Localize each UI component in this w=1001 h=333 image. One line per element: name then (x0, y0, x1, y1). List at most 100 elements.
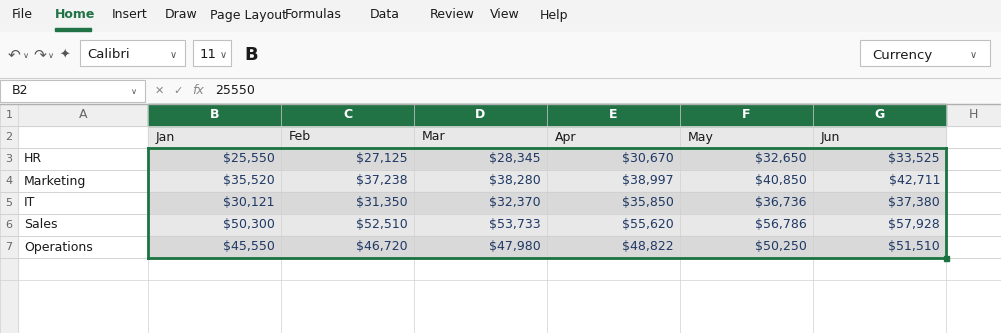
Text: Draw: Draw (165, 9, 198, 22)
Bar (148, 214, 946, 236)
Text: ∨: ∨ (970, 50, 977, 60)
Bar (148, 148, 946, 170)
Text: HR: HR (24, 153, 42, 166)
Bar (148, 192, 946, 214)
Text: $52,510: $52,510 (356, 218, 408, 231)
Text: Marketing: Marketing (24, 174, 86, 187)
Text: $35,520: $35,520 (223, 174, 275, 187)
Text: Mar: Mar (422, 131, 445, 144)
Text: $50,250: $50,250 (755, 240, 807, 253)
Text: $32,650: $32,650 (756, 153, 807, 166)
Bar (860, 40, 990, 66)
Text: 3: 3 (5, 154, 12, 164)
Text: 11: 11 (200, 49, 217, 62)
Text: $45,550: $45,550 (223, 240, 275, 253)
Text: $57,928: $57,928 (888, 218, 940, 231)
Text: Sales: Sales (24, 218, 57, 231)
Text: Review: Review (430, 9, 474, 22)
Text: ∨: ∨ (170, 50, 177, 60)
Text: 6: 6 (5, 220, 12, 230)
Text: IT: IT (24, 196, 35, 209)
Text: Home: Home (55, 9, 95, 22)
Text: ✕: ✕ (155, 86, 164, 96)
Text: $56,786: $56,786 (755, 218, 807, 231)
Text: 4: 4 (5, 176, 13, 186)
Text: $36,736: $36,736 (756, 196, 807, 209)
Text: ∨: ∨ (23, 51, 29, 60)
Text: 25550: 25550 (215, 85, 255, 98)
Text: B2: B2 (12, 85, 28, 98)
Bar (0, 104, 1001, 333)
Text: Apr: Apr (555, 131, 577, 144)
Text: $48,822: $48,822 (623, 240, 674, 253)
Bar (80, 40, 185, 66)
Bar (0, 104, 1001, 126)
Text: D: D (475, 109, 485, 122)
Text: Operations: Operations (24, 240, 93, 253)
Text: ✦: ✦ (60, 49, 70, 62)
Text: $46,720: $46,720 (356, 240, 408, 253)
Text: 7: 7 (5, 242, 13, 252)
Text: B: B (244, 46, 257, 64)
Text: $53,733: $53,733 (489, 218, 541, 231)
Bar (0, 80, 145, 102)
Text: ✓: ✓ (173, 86, 182, 96)
Text: Help: Help (540, 9, 569, 22)
Text: A: A (79, 109, 87, 122)
Text: ∨: ∨ (220, 50, 227, 60)
Bar (148, 236, 946, 258)
Text: $30,670: $30,670 (623, 153, 674, 166)
Bar (0, 0, 1001, 32)
Bar (148, 104, 946, 126)
Text: Jan: Jan (156, 131, 175, 144)
Text: $32,370: $32,370 (489, 196, 541, 209)
Text: Data: Data (370, 9, 400, 22)
Text: $51,510: $51,510 (888, 240, 940, 253)
Text: $37,238: $37,238 (356, 174, 408, 187)
Text: $31,350: $31,350 (356, 196, 408, 209)
Bar (944, 255, 949, 260)
Text: $27,125: $27,125 (356, 153, 408, 166)
Text: Page Layout: Page Layout (210, 9, 287, 22)
Bar (0, 104, 18, 333)
Text: $55,620: $55,620 (623, 218, 674, 231)
Text: B: B (210, 109, 219, 122)
Text: 1: 1 (5, 110, 12, 120)
Text: Calibri: Calibri (87, 49, 129, 62)
Text: ∨: ∨ (48, 51, 54, 60)
Text: $38,280: $38,280 (489, 174, 541, 187)
Text: ↶: ↶ (8, 48, 21, 63)
Text: $35,850: $35,850 (623, 196, 674, 209)
Text: May: May (688, 131, 714, 144)
Text: Feb: Feb (289, 131, 311, 144)
Text: $30,121: $30,121 (223, 196, 275, 209)
Text: H: H (969, 109, 978, 122)
Text: $33,525: $33,525 (888, 153, 940, 166)
Text: Jun: Jun (821, 131, 841, 144)
Text: 5: 5 (5, 198, 12, 208)
Text: C: C (343, 109, 352, 122)
Text: $47,980: $47,980 (489, 240, 541, 253)
Text: Insert: Insert (112, 9, 148, 22)
Text: E: E (610, 109, 618, 122)
Text: G: G (875, 109, 885, 122)
Text: $50,300: $50,300 (223, 218, 275, 231)
Text: View: View (490, 9, 520, 22)
Text: File: File (12, 9, 33, 22)
Bar (0, 32, 1001, 78)
Text: ↷: ↷ (33, 48, 46, 63)
Bar (0, 78, 1001, 104)
Text: $40,850: $40,850 (755, 174, 807, 187)
Text: $42,711: $42,711 (889, 174, 940, 187)
Text: $38,997: $38,997 (623, 174, 674, 187)
Text: Currency: Currency (872, 49, 932, 62)
Bar (148, 126, 946, 148)
Text: ∨: ∨ (131, 87, 137, 96)
Bar (148, 170, 946, 192)
Text: Formulas: Formulas (285, 9, 342, 22)
Text: fx: fx (192, 85, 204, 98)
Text: $25,550: $25,550 (223, 153, 275, 166)
Text: $37,380: $37,380 (888, 196, 940, 209)
Bar (55, 28, 91, 31)
Bar (193, 40, 231, 66)
